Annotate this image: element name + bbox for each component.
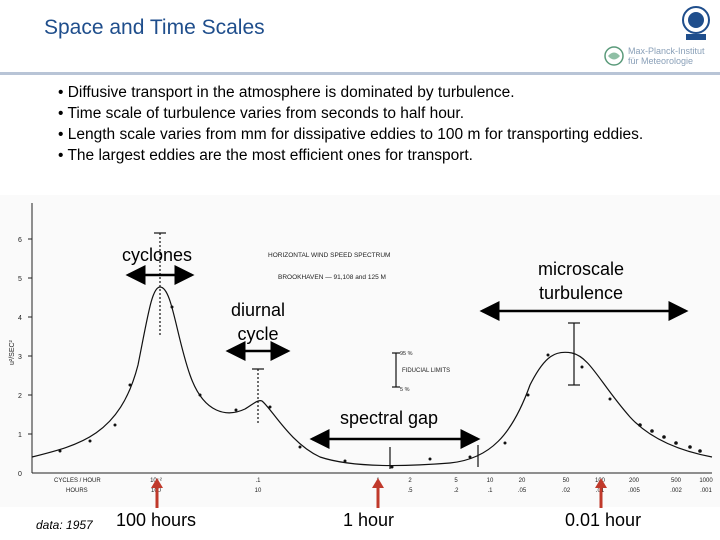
x-tick-cycles: 20: [519, 478, 526, 484]
label-1-hour: 1 hour: [343, 510, 395, 530]
x-hours-label: HOURS: [66, 488, 88, 494]
data-year-label: data: 1957: [36, 518, 93, 532]
x-tick-cycles: 10: [487, 478, 494, 484]
diurnal-line1: diurnal: [230, 300, 286, 320]
y-tick: 5: [18, 276, 22, 283]
y-ticks: 6 5 4 3 2 1 0: [18, 237, 32, 478]
x-tick-hours: .02: [562, 488, 571, 494]
label-0-01-hour: 0.01 hour: [565, 510, 642, 530]
error-bars: [154, 232, 580, 469]
bullet-item: • Length scale varies from mm for dissip…: [58, 126, 644, 143]
y-tick: 3: [18, 354, 22, 361]
y-tick: 1: [18, 432, 22, 439]
cyclones-label: cyclones: [122, 245, 193, 265]
inner-subtitle: BROOKHAVEN — 91,108 and 125 M: [278, 274, 386, 281]
institute-logo-icon: [604, 46, 624, 66]
y-tick: 6: [18, 237, 22, 244]
x-tick-cycles: 2: [408, 478, 412, 484]
fiducial-label: FIDUCIAL LIMITS: [402, 368, 450, 374]
microscale-turbulence-label: microscale turbulence: [520, 257, 642, 305]
x-tick-cycles: 500: [671, 478, 682, 484]
bullet-item: • Time scale of turbulence varies from s…: [58, 105, 465, 122]
x-tick-hours: .002: [670, 488, 682, 494]
y-tick: 4: [18, 315, 22, 322]
fiducial-top: 95 %: [400, 351, 413, 357]
data-points: [58, 305, 702, 469]
diurnal-cycle-label: diurnal cycle: [222, 298, 294, 346]
page-title: Space and Time Scales: [44, 16, 265, 39]
x-tick-cycles: 5: [454, 478, 458, 484]
x-tick-cycles: 200: [629, 478, 640, 484]
x-tick-hours: .001: [700, 488, 712, 494]
bullet-item: • Diffusive transport in the atmosphere …: [58, 84, 515, 101]
x-tick-cycles: .1: [255, 478, 261, 484]
institute-line1: Max-Planck-Institut: [628, 46, 705, 56]
y-tick: 2: [18, 393, 22, 400]
y-axis-label: u²/SEC²: [9, 339, 16, 365]
x-tick-cycles: 1000: [699, 478, 713, 484]
diurnal-line2: cycle: [237, 324, 279, 344]
wind-spectrum-figure: 6 5 4 3 2 1 0 u²/SEC² HORIZONTAL WIND SP…: [0, 195, 720, 507]
y-tick: 0: [18, 471, 22, 478]
x-tick-hours: 10: [255, 488, 262, 494]
label-100-hours: 100 hours: [116, 510, 197, 530]
x-tick-hours: .5: [407, 488, 413, 494]
x-tick-hours: .1: [487, 488, 493, 494]
x-tick-hours: .005: [628, 488, 640, 494]
header-rule: [0, 72, 720, 75]
x-tick-cycles: 50: [563, 478, 570, 484]
x-tick-hours: .05: [518, 488, 527, 494]
institute-line2: für Meteorologie: [628, 56, 694, 66]
microscale-line1: microscale: [537, 259, 625, 279]
x-cycles-label: CYCLES / HOUR: [54, 478, 101, 484]
spectral-gap-label: spectral gap: [340, 408, 439, 428]
microscale-line2: turbulence: [538, 283, 624, 303]
bullet-list: • Diffusive transport in the atmosphere …: [58, 82, 698, 166]
time-marker-arrows: [151, 478, 607, 508]
fiducial-bottom: 5 %: [400, 387, 410, 393]
inner-title: HORIZONTAL WIND SPEED SPECTRUM: [268, 252, 390, 259]
bullet-item: • The largest eddies are the most effici…: [58, 147, 473, 164]
x-tick-hours: .2: [453, 488, 459, 494]
mpg-logo-icon: [682, 6, 710, 40]
institute-name: Max-Planck-Institut für Meteorologie: [628, 46, 705, 66]
